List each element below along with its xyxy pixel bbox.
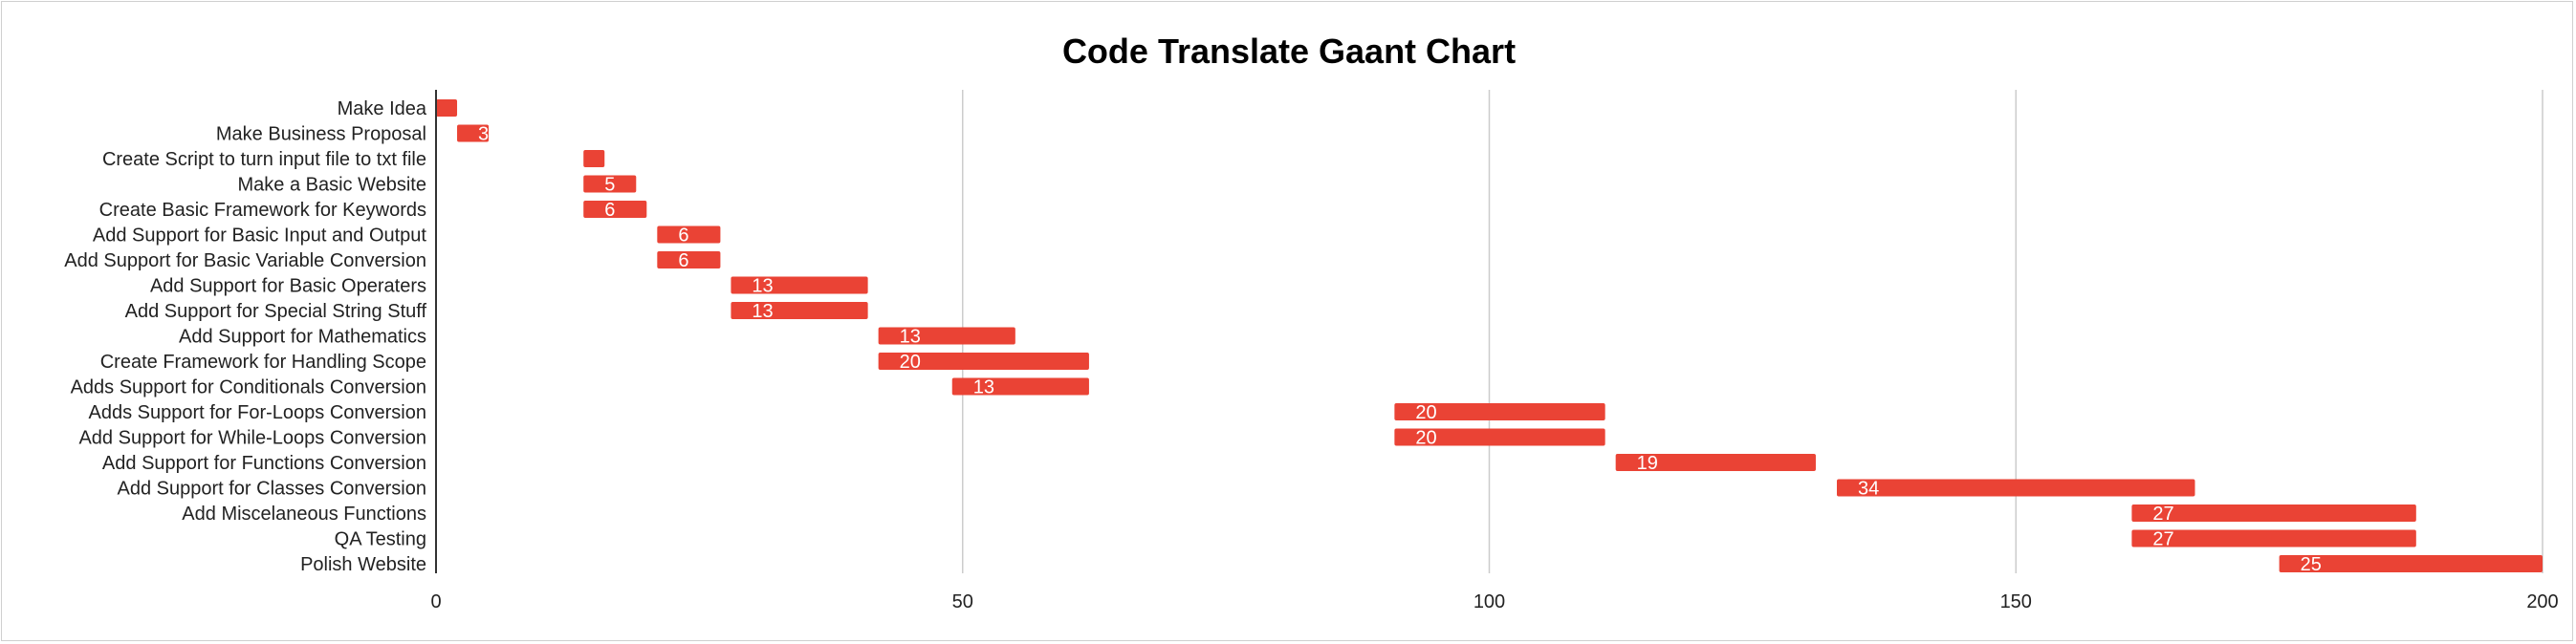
category-label: Add Support for Basic Input and Output [93,225,427,247]
gantt-bar [1615,454,1816,471]
bar-data-label: 3 [478,124,489,145]
bar-data-label: 25 [2301,554,2322,575]
bar-data-label: 13 [973,377,994,398]
category-label: Add Support for Basic Variable Conversio… [64,250,426,271]
bar-data-label: 27 [2152,529,2173,550]
bar-data-label: 5 [604,175,615,196]
category-label: Add Support for Mathematics [179,327,426,348]
gantt-bar [878,327,1015,345]
gantt-bar [457,124,490,142]
x-tick-label: 150 [2000,591,2032,612]
bar-data-label: 6 [604,200,615,221]
category-label: Make Idea [338,98,427,119]
gridlines [962,90,2543,573]
bar-data-label: 13 [752,301,773,322]
gantt-bar [436,99,458,117]
bar-data-label: 20 [900,352,921,373]
gantt-bar [657,251,721,268]
chart-title: Code Translate Gaant Chart [1062,32,1516,71]
category-label: Add Support for Classes Conversion [118,479,427,500]
gantt-bar [731,276,868,294]
category-labels: Make Idea Make Business Proposal Create Sc… [64,98,427,575]
x-tick-label: 200 [2526,591,2558,612]
gantt-bar [878,353,1089,370]
gantt-bar [1394,428,1605,446]
category-label: Adds Support for Conditionals Conversion [71,377,426,398]
bar-data-label: 13 [900,327,921,348]
gantt-bar [731,302,868,319]
bar-data-label: 34 [1858,479,1879,500]
bar-data-label: 13 [752,276,773,297]
category-label: Create Script to turn input file to txt … [102,149,426,170]
category-label: Add Support for Special String Stuff [125,301,427,322]
category-label: Polish Website [300,554,426,575]
gantt-bar [583,175,637,193]
gantt-bar [1836,479,2195,497]
bar-data-label: 6 [678,250,688,271]
category-label: Add Support for While-Loops Conversion [78,428,426,449]
category-label: Make a Basic Website [238,175,427,196]
x-tick-label: 0 [430,591,441,612]
category-label: Create Framework for Handling Scope [100,352,426,373]
bars: 3 5 6 6 6 13 13 13 20 13 20 20 19 34 27 27 25 [436,99,2543,575]
gantt-bar [583,201,647,218]
bar-data-label: 20 [1415,402,1436,423]
x-axis-ticks: 0 50 100 150 200 [430,591,2558,612]
category-label: Make Business Proposal [216,124,426,145]
gantt-bar [951,377,1089,396]
gantt-bar [2131,529,2416,547]
bar-data-label: 20 [1415,428,1436,449]
bar-data-label: 27 [2152,504,2173,525]
category-label: Add Support for Functions Conversion [102,453,426,474]
category-label: Create Basic Framework for Keywords [99,200,426,221]
gantt-bar [2279,555,2543,572]
gantt-bar [583,150,605,167]
category-label: Add Support for Basic Operaters [150,276,426,297]
gantt-bar [657,225,721,244]
category-label: QA Testing [335,529,426,550]
category-label: Add Miscelaneous Functions [182,504,426,525]
category-label: Adds Support for For-Loops Conversion [88,402,426,423]
x-tick-label: 50 [952,591,973,612]
gantt-bar [1394,403,1605,420]
x-tick-label: 100 [1474,591,1505,612]
gantt-bar [2131,504,2416,522]
bar-data-label: 6 [678,225,688,247]
bar-data-label: 19 [1637,453,1658,474]
